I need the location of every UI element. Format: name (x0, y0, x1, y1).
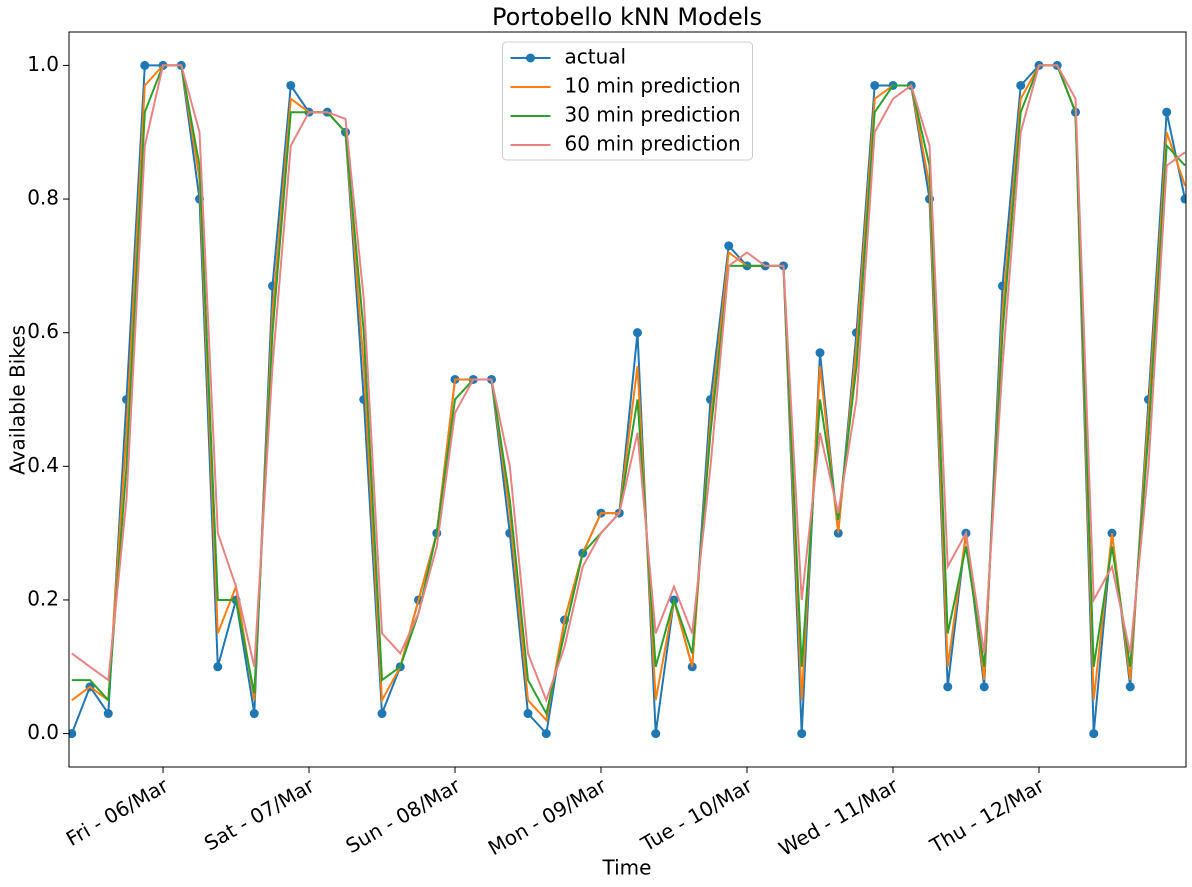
y-tick-label: 0.0 (27, 720, 59, 744)
legend-marker (526, 53, 535, 63)
y-axis-label: Available Bikes (6, 325, 30, 475)
data-point (651, 729, 661, 739)
legend-label: 10 min prediction (565, 74, 741, 98)
y-tick-label: 0.6 (27, 319, 59, 343)
x-axis-label: Time (602, 856, 652, 880)
data-point (541, 729, 551, 739)
data-point (1180, 194, 1186, 204)
data-point (633, 328, 643, 338)
data-point (213, 662, 223, 672)
data-point (815, 348, 825, 358)
data-point (1089, 729, 1099, 739)
data-point (797, 729, 807, 739)
plot-area (69, 60, 1186, 739)
data-point (140, 60, 150, 70)
y-tick-label: 0.2 (27, 586, 59, 610)
data-point (1016, 80, 1026, 90)
y-tick-label: 0.4 (27, 453, 59, 477)
plot-frame (68, 31, 1187, 768)
data-point (286, 80, 296, 90)
legend-label: 60 min prediction (565, 132, 741, 156)
data-point (1125, 682, 1135, 692)
series-line (71, 64, 1186, 704)
legend-label: 30 min prediction (565, 103, 741, 127)
data-point (249, 709, 259, 719)
data-point (943, 682, 953, 692)
chart-title: Portobello kNN Models (492, 3, 762, 31)
data-point (724, 241, 734, 251)
legend-box (502, 41, 753, 161)
y-tick-label: 0.8 (27, 186, 59, 210)
data-point (103, 709, 113, 719)
data-point (69, 729, 77, 739)
data-point (870, 80, 880, 90)
data-point (377, 709, 387, 719)
data-point (523, 709, 533, 719)
data-point (979, 682, 989, 692)
data-point (1162, 107, 1172, 117)
legend-label: actual (565, 45, 627, 69)
series-line (71, 64, 1186, 717)
y-tick-label: 1.0 (27, 52, 59, 76)
